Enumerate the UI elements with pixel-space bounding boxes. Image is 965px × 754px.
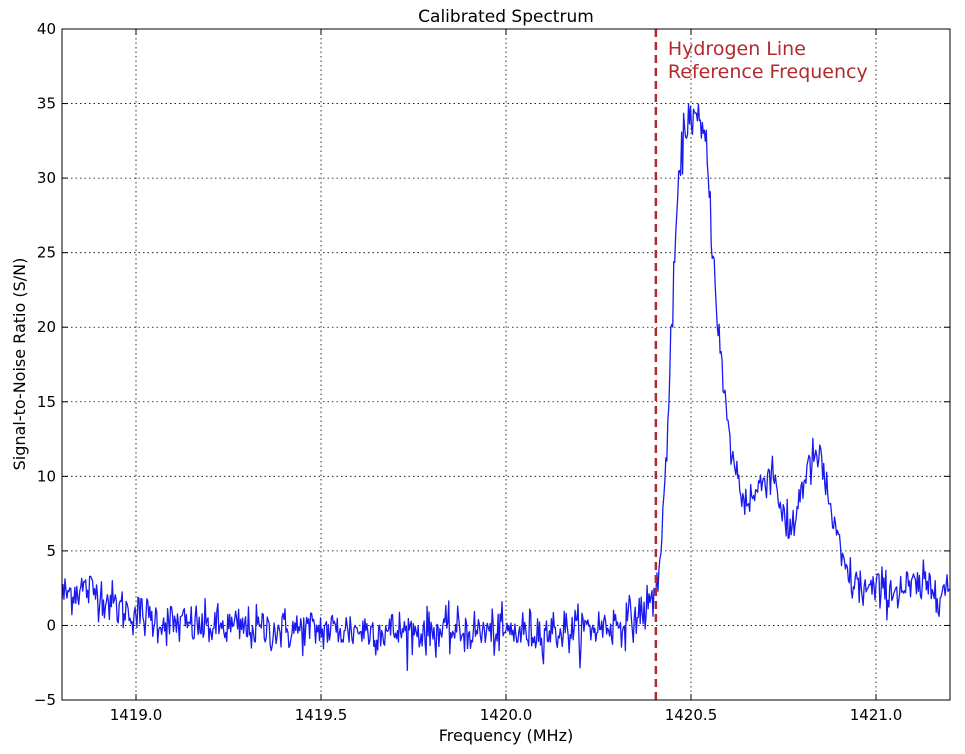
- y-tick-label: 5: [46, 542, 56, 560]
- tick-layer: 1419.0 1419.5 1420.0 1420.5 1421.0 −5 0 5 10 15 20…: [34, 20, 950, 724]
- y-tick-label: 10: [37, 467, 56, 485]
- y-tick-label: 30: [37, 169, 56, 187]
- plot-frame: [61, 28, 951, 701]
- grid-layer: [62, 29, 950, 700]
- x-tick-label: 1420.0: [480, 706, 533, 724]
- x-tick-label: 1420.5: [665, 706, 718, 724]
- y-tick-label: 35: [37, 95, 56, 113]
- y-tick-label: −5: [34, 691, 56, 709]
- hydrogen-line-label: Hydrogen Line: [668, 38, 806, 60]
- y-axis-label: Signal-to-Noise Ratio (S/N): [10, 258, 29, 471]
- x-tick-label: 1419.5: [295, 706, 348, 724]
- hydrogen-line-label: Reference Frequency: [668, 61, 868, 83]
- spectrum-line: [61, 103, 951, 671]
- chart-title: Calibrated Spectrum: [418, 7, 594, 27]
- y-tick-label: 15: [37, 393, 56, 411]
- x-axis-label: Frequency (MHz): [439, 726, 573, 745]
- y-tick-label: 25: [37, 244, 56, 262]
- series-layer: [61, 103, 951, 671]
- x-tick-label: 1419.0: [110, 706, 163, 724]
- y-tick-label: 40: [37, 20, 56, 38]
- y-tick-label: 0: [46, 616, 56, 634]
- y-tick-label: 20: [37, 318, 56, 336]
- x-tick-label: 1421.0: [850, 706, 903, 724]
